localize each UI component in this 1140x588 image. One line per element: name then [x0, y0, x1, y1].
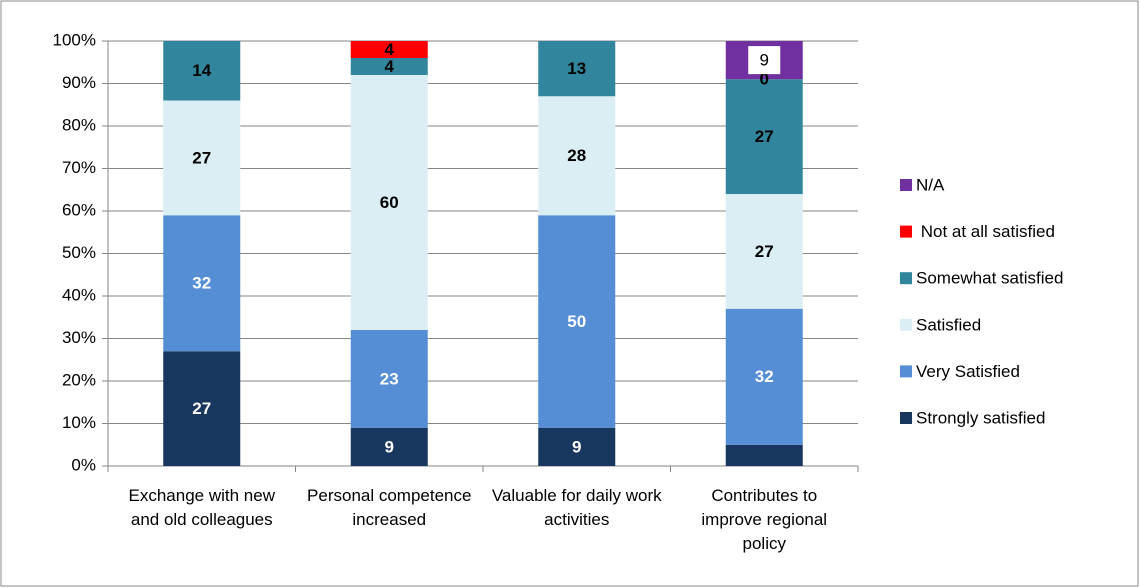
- bar-segment: [725, 308, 803, 445]
- legend-label: Satisfied: [916, 315, 981, 334]
- legend-label: N/A: [916, 175, 945, 194]
- bar-segment: [538, 41, 616, 97]
- data-label: 32: [755, 367, 774, 386]
- bar-segment: [350, 330, 428, 428]
- data-label: 27: [192, 399, 211, 418]
- bar-segment: [350, 58, 428, 75]
- data-label: 9: [572, 437, 581, 456]
- y-tick-label: 50%: [62, 243, 96, 262]
- data-label: 4: [385, 57, 395, 76]
- bar-segment: [163, 215, 241, 352]
- x-tick-label: Contributes to improve regional policy: [701, 486, 828, 553]
- data-label: 27: [755, 242, 774, 261]
- data-label: 9: [385, 437, 394, 456]
- legend-label: Very Satisfied: [916, 362, 1020, 381]
- y-tick-label: 20%: [62, 370, 96, 389]
- legend-label: Strongly satisfied: [916, 408, 1045, 427]
- bar-segment: [725, 194, 803, 309]
- data-label: 14: [192, 61, 211, 80]
- data-label: 9: [760, 51, 769, 70]
- legend-swatch: [900, 272, 912, 285]
- bar-segment: [725, 444, 803, 466]
- bar-segment: [538, 96, 616, 216]
- bar-segment: [163, 41, 241, 101]
- data-label: 27: [192, 148, 211, 167]
- legend-swatch: [900, 365, 912, 378]
- legend-swatch: [900, 412, 912, 424]
- y-tick-label: 70%: [62, 158, 96, 177]
- y-tick-label: 30%: [62, 328, 96, 347]
- y-tick-label: 60%: [62, 200, 96, 219]
- data-label: 0: [760, 70, 769, 89]
- data-label: 4: [385, 40, 395, 59]
- legend-swatch: [900, 179, 912, 191]
- data-label: 27: [755, 127, 774, 146]
- x-tick-label: Exchange with new and old colleagues: [128, 486, 275, 529]
- data-label: 23: [380, 369, 399, 388]
- data-label: 50: [567, 312, 586, 331]
- legend-label: Somewhat satisfied: [916, 269, 1063, 288]
- bar-segment: [350, 41, 428, 58]
- label-box: [748, 46, 781, 75]
- x-tick-label: Personal competence increased: [307, 486, 472, 529]
- data-label: 60: [380, 193, 399, 212]
- bar-segment: [163, 100, 241, 216]
- y-tick-label: 0%: [71, 455, 96, 474]
- bar-segment: [538, 215, 616, 428]
- y-tick-label: 10%: [62, 413, 96, 432]
- y-tick-label: 90%: [62, 73, 96, 92]
- x-tick-label: Valuable for daily work activities: [491, 486, 662, 529]
- legend-label: Not at all satisfied: [916, 222, 1055, 241]
- y-tick-label: 40%: [62, 285, 96, 304]
- data-label: 32: [192, 274, 211, 293]
- bar-segment: [350, 75, 428, 330]
- data-label: 28: [567, 146, 586, 165]
- data-label: 13: [567, 59, 586, 78]
- legend-swatch: [900, 318, 912, 331]
- bar-segment: [163, 351, 241, 466]
- y-tick-label: 100%: [53, 30, 96, 49]
- bar-segment: [350, 427, 428, 466]
- y-tick-label: 80%: [62, 115, 96, 134]
- legend-swatch: [900, 225, 912, 238]
- bar-segment: [725, 79, 803, 194]
- bar-segment: [538, 427, 616, 466]
